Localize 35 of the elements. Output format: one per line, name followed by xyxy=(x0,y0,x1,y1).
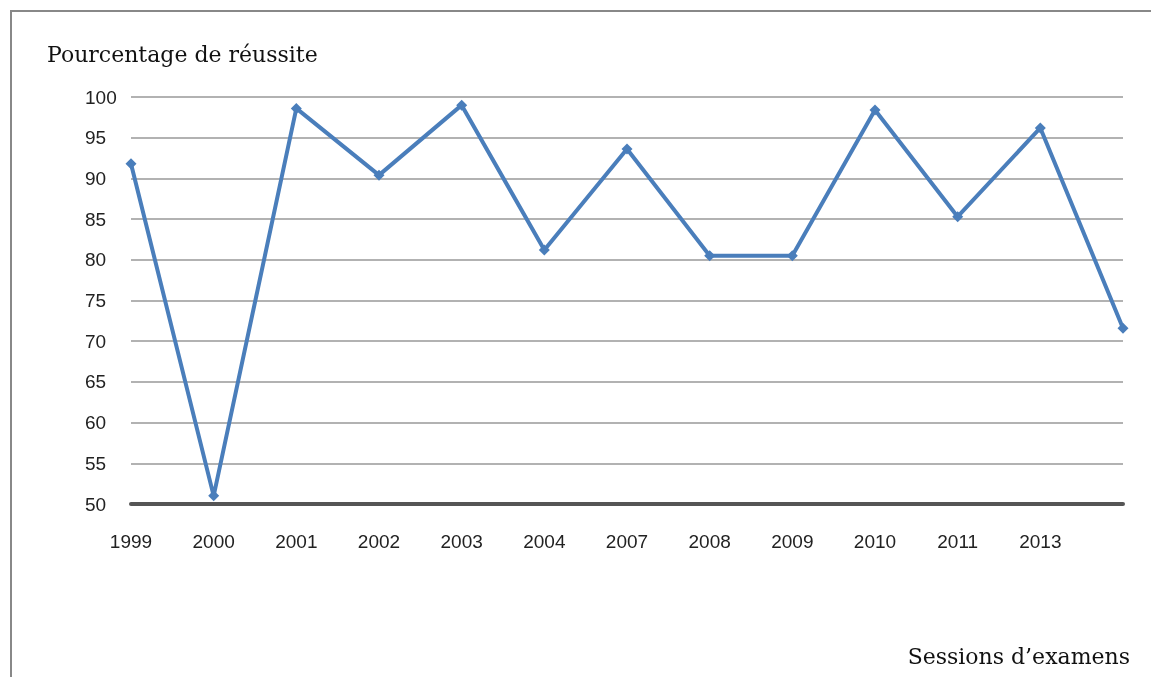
y-tick-label: 75 xyxy=(85,290,107,311)
point xyxy=(290,102,302,114)
x-tick-label: 2011 xyxy=(937,531,979,552)
x-tick-label: 2007 xyxy=(605,531,649,552)
point xyxy=(621,143,633,155)
y-tick-label: 70 xyxy=(85,330,107,352)
x-tick-label: 2003 xyxy=(440,531,483,552)
point xyxy=(125,158,137,170)
y-tick-label: 50 xyxy=(85,493,107,515)
x-tick-label: 2013 xyxy=(1019,531,1062,552)
x-tick-label: 2002 xyxy=(357,531,401,552)
point xyxy=(1117,322,1129,334)
y-tick-label: 85 xyxy=(85,208,107,230)
x-tick-label: 2008 xyxy=(688,531,731,552)
x-tick-label: 1999 xyxy=(109,531,153,552)
y-tick-label: 100 xyxy=(85,86,117,108)
y-tick-label: 55 xyxy=(85,452,107,474)
point xyxy=(538,244,550,256)
x-tick-label: 2010 xyxy=(853,531,897,552)
y-axis-title: Pourcentage de réussite xyxy=(47,41,318,67)
point xyxy=(373,169,385,181)
x-tick-label: 2001 xyxy=(275,531,318,552)
point xyxy=(1034,122,1046,134)
y-tick-label: 65 xyxy=(85,371,107,393)
y-tick-label: 60 xyxy=(85,412,107,434)
x-axis-title: Sessions d’examens xyxy=(907,643,1131,669)
point xyxy=(869,104,881,116)
x-tick-label: 2000 xyxy=(192,531,235,552)
x-tick-label: 2009 xyxy=(771,531,814,552)
y-tick-label: 90 xyxy=(85,167,107,189)
point xyxy=(456,99,468,111)
point xyxy=(952,211,964,223)
y-tick-label: 80 xyxy=(85,249,107,271)
y-tick-label: 95 xyxy=(85,127,107,149)
x-tick-label: 2004 xyxy=(523,531,566,552)
